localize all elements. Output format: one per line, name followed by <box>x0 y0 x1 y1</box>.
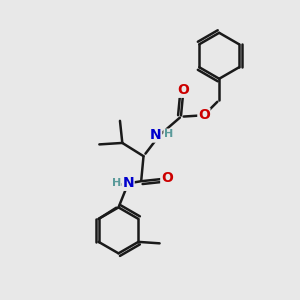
Text: H: H <box>164 129 173 139</box>
Text: H: H <box>112 178 121 188</box>
Text: O: O <box>161 171 173 185</box>
Text: O: O <box>177 83 189 97</box>
Text: O: O <box>198 108 210 122</box>
Text: N: N <box>122 176 134 190</box>
Text: N: N <box>150 128 162 142</box>
